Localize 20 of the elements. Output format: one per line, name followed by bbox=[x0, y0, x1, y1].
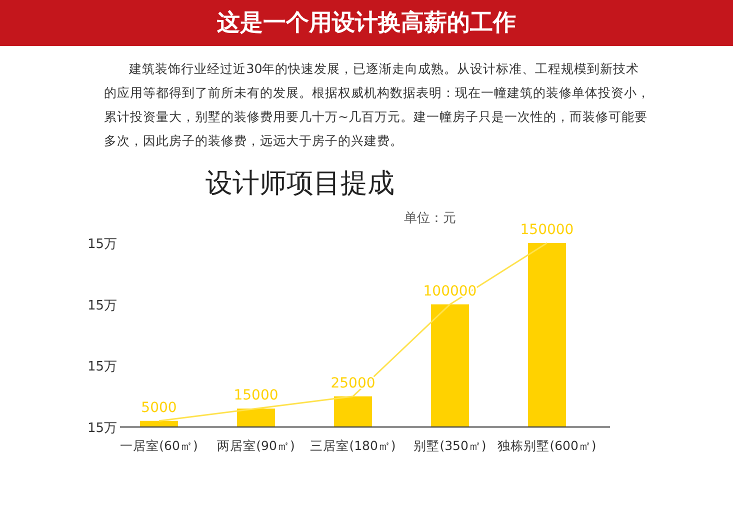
text: 15万 bbox=[87, 298, 117, 314]
x-tick-label: 两居室(90㎡) bbox=[217, 438, 295, 453]
chart-title: 设计师项目提成 bbox=[206, 168, 394, 199]
bar bbox=[431, 304, 469, 427]
x-tick-label: 独栋别墅(600㎡) bbox=[498, 438, 596, 453]
x-tick-label: 别墅(350㎡) bbox=[414, 438, 486, 453]
text: 单位：元 bbox=[404, 211, 456, 226]
bar bbox=[528, 243, 566, 427]
x-tick-label: 三居室(180㎡) bbox=[310, 438, 396, 453]
text: 这是一个用设计换高薪的工作 bbox=[0, 0, 733, 46]
x-tick-label: 一居室(60㎡) bbox=[120, 438, 198, 453]
data-label: 5000 bbox=[141, 400, 177, 416]
bar bbox=[334, 396, 372, 427]
data-label: 150000 bbox=[520, 222, 574, 238]
data-label: 15000 bbox=[234, 388, 278, 404]
text: 15万 bbox=[87, 237, 117, 252]
bar bbox=[237, 408, 275, 427]
text: 建筑装饰行业经过近30年的快速发展，已逐渐走向成熟。从设计标准、工程规模到新技术的应用等都得到了前所未有的发展。根据权威机构数据表明：现在一幢建筑的装修单体投资小，累计投资量大，别墅的装修费用要几十万~几百万元。建一幢房子只是一次性的，而装修可能要多次，因此房子的装修费，远远大于房子的兴建费。 bbox=[104, 60, 651, 150]
text: 15万 bbox=[87, 421, 117, 436]
text: 15万 bbox=[87, 360, 117, 375]
